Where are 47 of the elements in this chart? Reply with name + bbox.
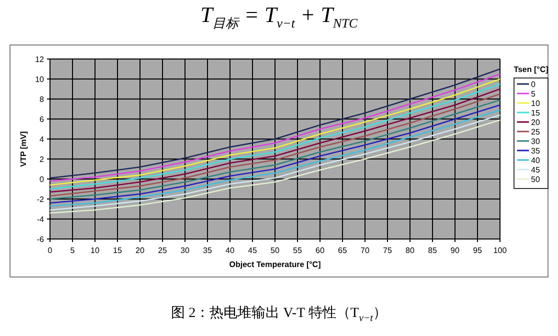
y-tick-label: -6: [36, 235, 45, 244]
x-tick-label: 50: [270, 246, 280, 255]
x-tick-label: 20: [136, 246, 145, 255]
x-tick-label: 40: [226, 246, 235, 255]
y-tick-label: 2: [40, 155, 45, 164]
x-tick-label: 65: [338, 246, 348, 255]
x-tick-label: 25: [158, 246, 168, 255]
x-tick-label: 55: [293, 246, 302, 255]
legend-label: 15: [531, 108, 540, 118]
x-tick-label: 0: [48, 246, 53, 255]
x-tick-label: 95: [473, 246, 482, 255]
x-tick-label: 70: [360, 246, 370, 255]
x-tick-label: 85: [428, 246, 438, 255]
legend-label: 25: [531, 128, 540, 136]
y-tick-label: 12: [35, 55, 45, 64]
legend-label: 40: [531, 156, 540, 165]
legend-title: Tsen [°C]: [514, 65, 549, 74]
y-tick-label: 10: [35, 75, 45, 84]
x-tick-label: 10: [90, 246, 100, 255]
x-tick-label: 80: [406, 246, 415, 255]
x-tick-label: 100: [493, 246, 508, 255]
legend-label: 0: [531, 80, 536, 89]
x-tick-label: 30: [180, 246, 190, 255]
y-tick-label: 4: [40, 135, 45, 144]
caption: 图 2：热电堆输出 V-T 特性（T$_{v−t}$）: [170, 304, 388, 324]
legend-label: 45: [531, 166, 540, 174]
x-axis-title: Object Temperature [°C]: [229, 260, 322, 269]
x-tick-label: 90: [450, 246, 460, 255]
y-tick-label: -4: [36, 215, 45, 224]
chart-title: T$_{目标}$ = T$_{v−t}$ + T$_{NTC}$: [199, 2, 359, 32]
x-tick-label: 60: [316, 246, 325, 255]
legend-label: 20: [531, 118, 540, 127]
legend-label: 35: [531, 146, 540, 156]
x-tick-label: 15: [113, 246, 122, 255]
legend-label: 5: [531, 90, 536, 98]
x-tick-label: 35: [203, 246, 212, 255]
y-tick-label: 0: [40, 175, 45, 184]
legend-label: 50: [531, 175, 540, 184]
legend-label: 30: [531, 137, 540, 146]
legend-label: 10: [531, 99, 540, 108]
x-tick-label: 45: [248, 246, 258, 255]
x-tick-label: 75: [383, 246, 392, 255]
y-tick-label: 6: [40, 115, 45, 124]
y-tick-label: 8: [40, 95, 45, 104]
y-tick-label: -2: [36, 195, 45, 204]
y-axis-title: VTP [mV]: [19, 130, 28, 167]
x-tick-label: 5: [70, 246, 76, 255]
